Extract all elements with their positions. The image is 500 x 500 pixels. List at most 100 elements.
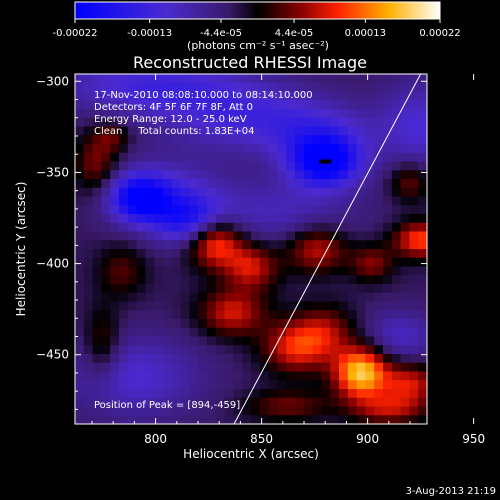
heatmap-cell: [215, 354, 226, 364]
heatmap-cell: [251, 389, 261, 399]
heatmap-cell: [259, 397, 270, 408]
heatmap-cell: [286, 345, 296, 355]
heatmap-cell: [347, 345, 358, 355]
heatmap-cell: [347, 327, 358, 338]
heatmap-cell: [180, 74, 190, 84]
heatmap-cell: [268, 100, 278, 110]
heatmap-cell: [374, 319, 384, 329]
heatmap-cell: [83, 371, 94, 381]
heatmap-cell: [383, 354, 393, 364]
heatmap-cell: [251, 231, 261, 241]
heatmap-cell: [198, 144, 208, 154]
heatmap-cell: [409, 362, 419, 373]
heatmap-cell: [295, 336, 305, 346]
heatmap-cell: [136, 301, 146, 311]
heatmap-cell: [365, 117, 375, 128]
heatmap-cell: [163, 231, 173, 241]
heatmap-cell: [136, 100, 146, 110]
heatmap-cell: [224, 266, 234, 276]
heatmap-cell: [110, 327, 120, 338]
heatmap-cell: [312, 354, 322, 364]
heatmap-cell: [136, 275, 146, 285]
heatmap-cell: [418, 231, 427, 241]
heatmap-cell: [75, 222, 85, 233]
heatmap-cell: [303, 109, 314, 119]
heatmap-cell: [180, 240, 190, 250]
heatmap-cell: [119, 266, 129, 276]
heatmap-cell: [347, 380, 358, 390]
heatmap-cell: [339, 196, 349, 206]
heatmap-cell: [409, 152, 419, 163]
heatmap-cell: [101, 397, 111, 408]
heatmap-cell: [259, 152, 270, 163]
heatmap-cell: [180, 310, 190, 320]
heatmap-cell: [83, 100, 94, 110]
heatmap-cell: [180, 231, 190, 241]
heatmap-cell: [259, 275, 270, 285]
heatmap-cell: [259, 117, 270, 128]
heatmap-cell: [251, 82, 261, 93]
heatmap-cell: [189, 152, 199, 163]
heatmap-cell: [180, 144, 190, 154]
heatmap-cell: [207, 196, 217, 206]
heatmap-cell: [251, 126, 261, 136]
heatmap-cell: [92, 336, 102, 346]
heatmap-cell: [180, 397, 190, 408]
heatmap-cell: [75, 301, 85, 311]
heatmap-cell: [189, 327, 199, 338]
heatmap-cell: [321, 205, 331, 215]
heatmap-cell: [365, 152, 375, 163]
heatmap-cell: [154, 327, 164, 338]
heatmap-cell: [242, 144, 252, 154]
heatmap-cell: [312, 231, 322, 241]
heatmap-cell: [154, 126, 164, 136]
heatmap-cell: [400, 126, 410, 136]
heatmap-cell: [321, 187, 331, 198]
heatmap-cell: [356, 135, 366, 145]
heatmap-cell: [383, 187, 393, 198]
heatmap-cell: [356, 187, 366, 198]
heatmap-cell: [330, 179, 340, 189]
x-axis-label: Heliocentric X (arcsec): [183, 447, 319, 461]
heatmap-cell: [356, 327, 366, 338]
heatmap-cell: [110, 319, 120, 329]
heatmap-cell: [198, 327, 208, 338]
heatmap-cell: [171, 284, 182, 294]
heatmap-cell: [242, 389, 252, 399]
heatmap-cell: [347, 74, 358, 84]
heatmap-cell: [171, 336, 182, 346]
heatmap-cell: [154, 266, 164, 276]
heatmap-cell: [259, 231, 270, 241]
heatmap-cell: [312, 126, 322, 136]
heatmap-cell: [233, 109, 243, 119]
heatmap-cell: [154, 301, 164, 311]
heatmap-cell: [400, 179, 410, 189]
heatmap-cell: [347, 214, 358, 224]
heatmap-cell: [127, 109, 138, 119]
heatmap-cell: [189, 292, 199, 303]
heatmap-cell: [400, 152, 410, 163]
heatmap-cell: [259, 406, 270, 416]
heatmap-cell: [277, 249, 287, 259]
heatmap-cell: [251, 319, 261, 329]
heatmap-cell: [110, 144, 120, 154]
heatmap-cell: [418, 397, 427, 408]
heatmap-cell: [400, 319, 410, 329]
heatmap-cell: [303, 117, 314, 128]
colorbar-tick-label: -0.00013: [127, 28, 172, 39]
heatmap-cell: [259, 284, 270, 294]
heatmap-cell: [75, 397, 85, 408]
heatmap-cell: [180, 170, 190, 180]
heatmap-cell: [110, 240, 120, 250]
annotation-block: 17-Nov-2010 08:08:10.000 to 08:14:10.000…: [94, 90, 313, 137]
heatmap-cell: [321, 389, 331, 399]
heatmap-cell: [127, 406, 138, 416]
heatmap-cell: [233, 222, 243, 233]
heatmap-cell: [400, 327, 410, 338]
heatmap-cell: [242, 205, 252, 215]
heatmap-cell: [409, 144, 419, 154]
heatmap-cell: [330, 371, 340, 381]
heatmap-cell: [110, 91, 120, 101]
heatmap-cell: [207, 362, 217, 373]
heatmap-cell: [171, 345, 182, 355]
